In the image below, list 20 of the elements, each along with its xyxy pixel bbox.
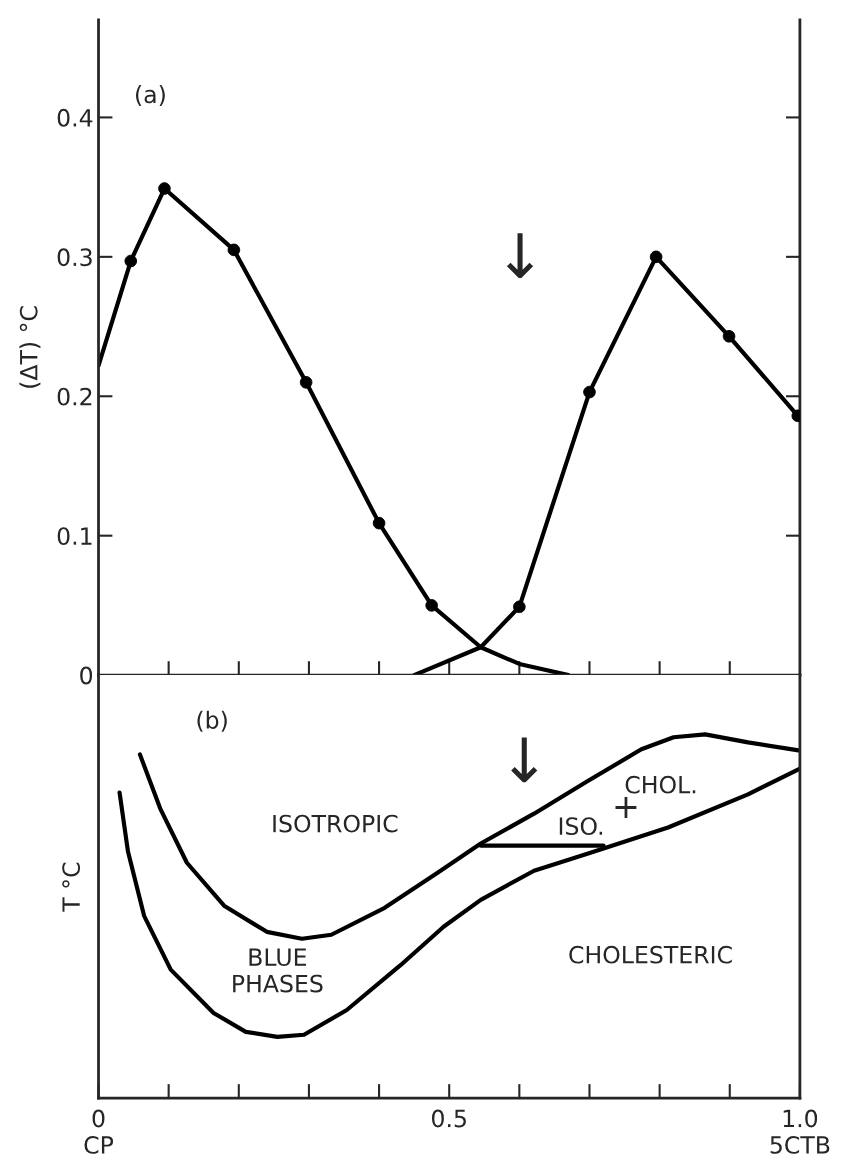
annotation: (a) bbox=[136, 85, 165, 107]
x-tick-label: 1.0 5CTB bbox=[770, 1109, 830, 1154]
annotation: ISOTROPIC bbox=[273, 814, 398, 833]
y-tick-label: 0.3 bbox=[57, 248, 92, 267]
annotation: CHOL. bbox=[625, 775, 696, 794]
y-tick-label: 0.4 bbox=[57, 108, 93, 127]
annotation: ↓ bbox=[506, 233, 534, 279]
annotation: ISO. bbox=[559, 817, 603, 836]
x-tick-label: 0 CP bbox=[84, 1109, 114, 1154]
y-axis-title: (ΔT) °C bbox=[19, 306, 41, 388]
annotation: ↓ bbox=[511, 737, 538, 783]
annotation: + bbox=[615, 797, 637, 818]
annotation: BLUE PHASES bbox=[233, 948, 323, 993]
y-tick-label: 0.1 bbox=[57, 527, 92, 545]
y-tick-label: 0 bbox=[80, 666, 93, 685]
y-tick-label: 0.2 bbox=[57, 387, 92, 406]
y-axis-title: T °C bbox=[62, 862, 81, 912]
annotation: CHOLESTERIC bbox=[569, 945, 732, 964]
x-tick-label: 0.5 bbox=[431, 1109, 466, 1128]
text: (b) bbox=[197, 710, 227, 732]
